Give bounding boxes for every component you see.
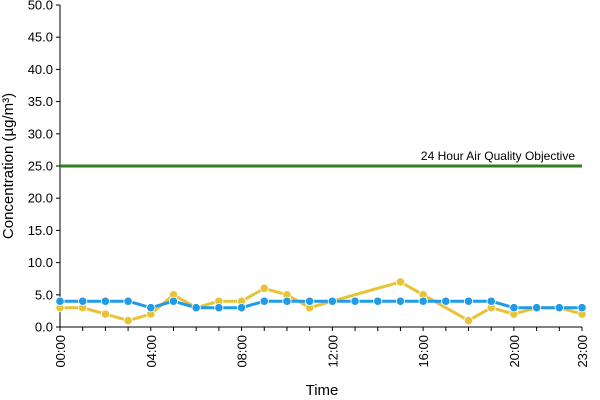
y-tick-label: 40.0 [28,62,53,77]
data-point [554,303,564,313]
data-point [577,303,587,313]
data-point [100,296,110,306]
x-axis-title: Time [306,382,339,399]
data-point [259,296,269,306]
y-tick-label: 0.0 [35,320,53,335]
data-point [259,283,269,293]
data-point [168,296,179,306]
y-tick-label: 30.0 [28,126,53,141]
x-tick-label: 00:00 [53,335,68,368]
data-point [418,296,428,306]
data-point [214,303,224,313]
y-tick-label: 20.0 [28,191,53,206]
x-tick-label: 08:00 [235,335,250,368]
data-point [55,296,65,306]
data-point [327,296,337,306]
objective-line-group: 24 Hour Air Quality Objective [60,149,582,168]
x-tick-label: 23:00 [575,335,590,368]
y-tick-label: 45.0 [28,30,53,45]
y-tick-label: 50.0 [28,0,53,13]
data-point [395,277,406,287]
y-axis-ticks: 0.0 5.0 10.0 15.0 20.0 25.0 30.0 35.0 40.0 45.0 50… [28,0,60,335]
objective-label: 24 Hour Air Quality Objective [421,149,575,163]
data-point [282,296,292,306]
series-1 [55,296,587,313]
data-point [463,315,474,326]
y-axis-title: Concentration (µg/m³) [0,93,17,239]
data-point [486,296,496,306]
data-point [373,296,383,306]
y-tick-label: 25.0 [28,159,53,174]
data-point [463,296,474,306]
data-point [123,296,133,306]
data-point [100,309,110,319]
x-tick-label: 20:00 [507,335,522,368]
x-tick-label: 16:00 [416,335,431,368]
x-tick-label: 04:00 [144,335,159,368]
data-point [236,303,247,313]
y-tick-label: 5.0 [35,287,53,302]
y-tick-label: 15.0 [28,223,53,238]
data-point [78,296,88,306]
y-tick-label: 10.0 [28,255,53,270]
data-point [395,296,406,306]
data-point [350,296,360,306]
data-point [441,296,451,306]
data-point [532,303,542,313]
data-point [305,296,315,306]
y-tick-label: 35.0 [28,94,53,109]
data-point [191,303,201,313]
x-tick-label: 12:00 [325,335,340,368]
data-point [509,303,519,313]
data-point [123,315,133,326]
series-group [55,277,587,326]
data-point [146,303,156,313]
x-axis-ticks: 00:00 04:00 08:00 12:00 16:00 20:00 23:00 [53,327,590,368]
